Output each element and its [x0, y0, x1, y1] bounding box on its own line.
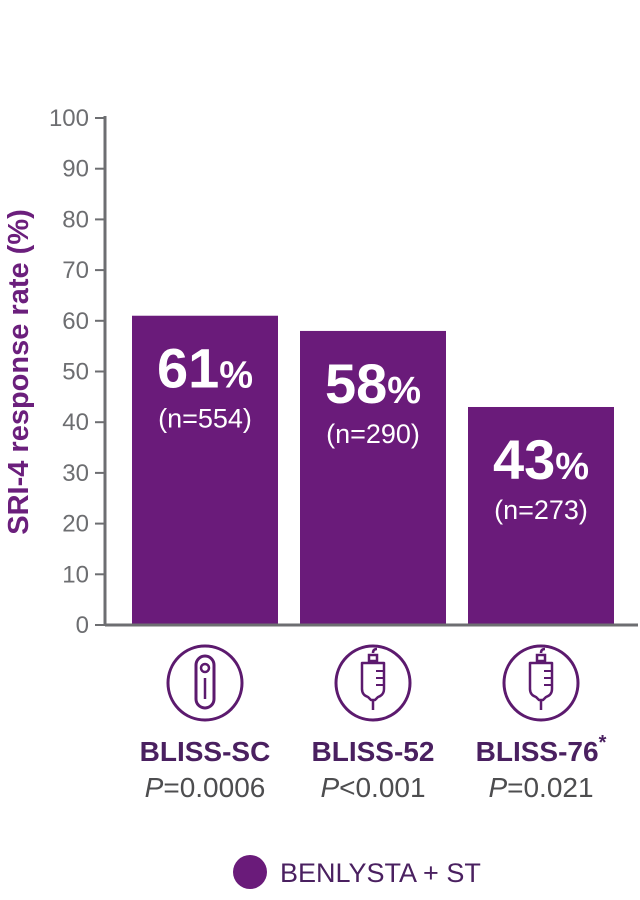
category-label: BLISS-52 — [312, 736, 435, 767]
category-label: BLISS-SC — [140, 736, 271, 767]
category-label: BLISS-76* — [476, 732, 607, 767]
category-mark: * — [599, 732, 607, 754]
bar-value-number: 43 — [493, 428, 555, 491]
y-tick-label: 50 — [62, 359, 89, 386]
bar-n-label: (n=273) — [494, 495, 588, 525]
bars: 61% (n=554) 58% (n=290) 43% (n=273) — [132, 315, 614, 625]
bar-n-label: (n=554) — [158, 404, 252, 434]
p-value-prefix: P — [145, 772, 164, 803]
y-tick-label: 20 — [62, 511, 89, 538]
bar — [468, 406, 614, 625]
iv-cap — [535, 653, 547, 663]
p-value-number: =0.021 — [507, 772, 593, 803]
legend-swatch — [233, 855, 267, 889]
p-value-label: P=0.0006 — [145, 772, 266, 803]
bar-value-percent: % — [555, 446, 589, 488]
category-name: BLISS-SC — [140, 736, 271, 767]
category-labels: BLISS-SCP=0.0006BLISS-52P<0.001BLISS-76*… — [140, 732, 607, 803]
iv-bag — [528, 661, 554, 702]
y-tick-label: 80 — [62, 206, 89, 233]
y-tick-label: 30 — [62, 460, 89, 487]
p-value-label: P=0.021 — [488, 772, 593, 803]
bar-value-label: 43% — [493, 428, 589, 491]
y-tick-label: 90 — [62, 156, 89, 183]
y-tick-label: 60 — [62, 308, 89, 335]
bar-value-number: 61 — [157, 337, 219, 400]
bar-value-percent: % — [219, 355, 253, 397]
icon-circle — [502, 644, 580, 722]
legend-label: BENLYSTA + ST — [280, 858, 481, 888]
bar-value-label: 61% — [157, 337, 253, 400]
category-name: BLISS-76 — [476, 736, 599, 767]
bar-value-number: 58 — [325, 352, 387, 415]
iv-bag — [360, 661, 386, 702]
y-tick-label: 70 — [62, 257, 89, 284]
bar-n-label: (n=290) — [326, 419, 420, 449]
iv-hanger — [371, 647, 378, 654]
y-tick-label: 0 — [76, 612, 89, 639]
y-tick-label: 10 — [62, 561, 89, 588]
y-axis: 0 10 20 30 40 50 60 70 80 90 100 — [49, 105, 107, 639]
bar-value-percent: % — [387, 370, 421, 412]
iv-bag-icon — [334, 644, 412, 722]
iv-hanger — [539, 647, 546, 654]
icon-circle — [334, 644, 412, 722]
bar — [300, 330, 446, 625]
p-value-prefix: P — [320, 772, 339, 803]
bar-value-label: 58% — [325, 352, 421, 415]
y-tick-label: 100 — [49, 105, 89, 132]
autoinjector-button — [199, 662, 211, 674]
autoinjector-body — [194, 654, 216, 710]
iv-bag-icon — [502, 644, 580, 722]
category-name: BLISS-52 — [312, 736, 435, 767]
p-value-number: <0.001 — [339, 772, 425, 803]
p-value-prefix: P — [488, 772, 507, 803]
bar — [132, 315, 278, 625]
y-axis-label: SRI-4 response rate (%) — [3, 209, 35, 535]
icon-circle — [166, 644, 244, 722]
y-tick-label: 40 — [62, 409, 89, 436]
autoinjector-icon — [166, 644, 244, 722]
p-value-number: =0.0006 — [163, 772, 265, 803]
category-icons — [166, 644, 580, 722]
legend: BENLYSTA + ST — [233, 855, 481, 889]
p-value-label: P<0.001 — [320, 772, 425, 803]
iv-cap — [367, 653, 379, 663]
